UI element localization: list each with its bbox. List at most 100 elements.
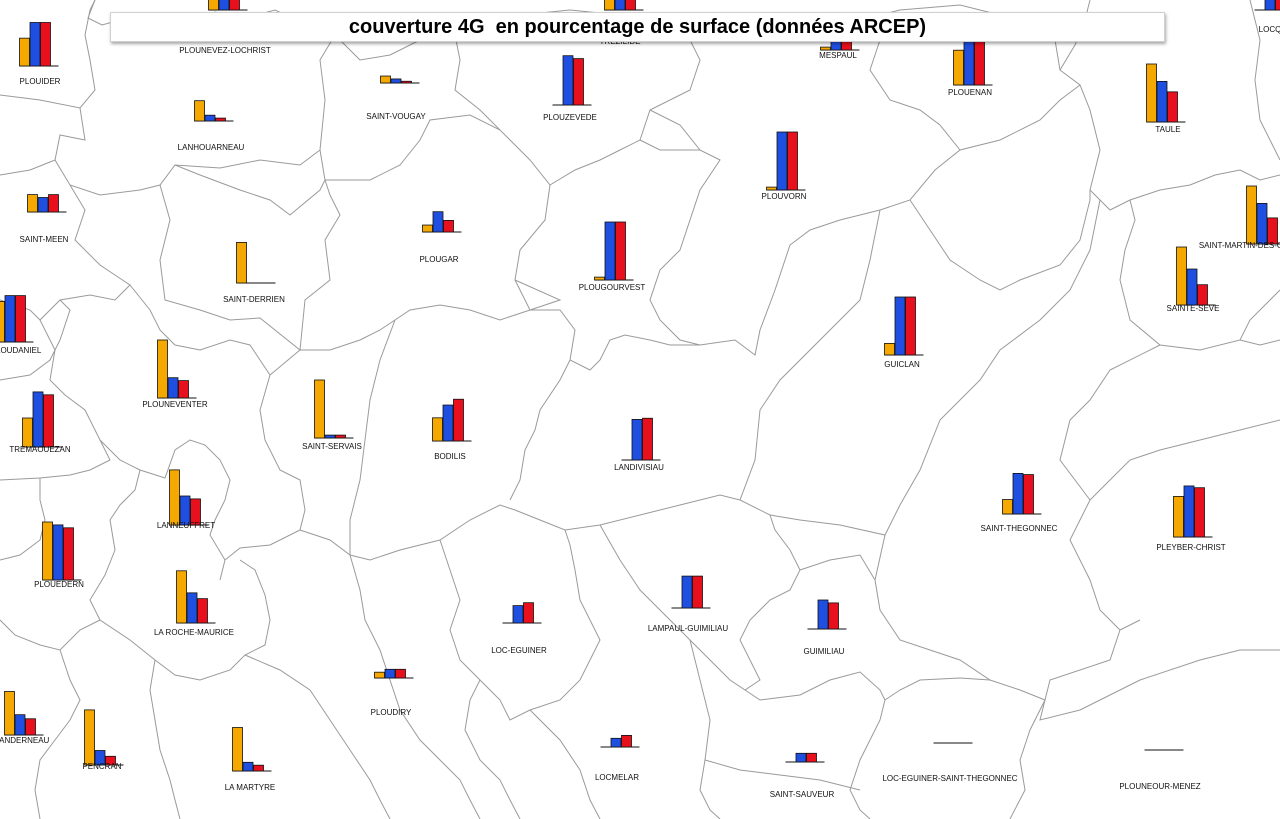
coverage-bar-operator-2 [94, 750, 106, 766]
map-title: couverture 4G en pourcentage de surface … [348, 15, 927, 38]
commune-label: PLOUIDER [20, 77, 61, 86]
commune-chart: SAINT-THEGONNEC [981, 472, 1058, 533]
coverage-bar-operator-1 [22, 417, 33, 448]
commune-chart: TREMAOUEZAN [9, 391, 71, 454]
coverage-bar-operator-1 [27, 194, 38, 213]
coverage-bar-operator-3 [229, 0, 240, 11]
coverage-bar-operator-3 [197, 598, 208, 624]
coverage-bar-operator-3 [787, 131, 798, 191]
coverage-bar-operator-1 [84, 709, 95, 766]
commune-label: LANDERNEAU [0, 736, 50, 745]
coverage-bar-operator-1 [194, 100, 205, 122]
coverage-bar-operator-3 [395, 668, 406, 679]
commune-label: PLOUDANIEL [0, 346, 42, 355]
commune-label: SAINT-SERVAIS [302, 442, 362, 451]
coverage-bar-operator-2 [610, 737, 622, 748]
coverage-bar-operator-1 [232, 727, 243, 772]
commune-chart: PENCRAN [82, 709, 124, 771]
coverage-bar-operator-2 [562, 55, 574, 106]
coverage-bar-operator-2 [179, 495, 191, 526]
commune-chart: PLOUVORN [762, 131, 807, 201]
commune-chart: PLOUENAN [948, 38, 993, 97]
commune-label: PLOUEDERN [34, 580, 84, 589]
commune-chart: PLOUNEOUR-MENEZ [1119, 749, 1201, 791]
coverage-bar-operator-3 [215, 117, 226, 122]
commune-label: SAINT-DERRIEN [223, 295, 285, 304]
coverage-bar-operator-3 [625, 0, 636, 11]
commune-chart: LANHOUARNEAU [178, 100, 245, 152]
coverage-bar-operator-2 [604, 221, 616, 281]
commune-chart: PLOUEDERN [34, 521, 84, 589]
commune-label: SAINTE-SEVE [1167, 304, 1220, 313]
coverage-bar-operator-1 [42, 521, 53, 581]
coverage-bar-operator-3 [692, 575, 703, 609]
coverage-bar-operator-1 [208, 0, 219, 11]
commune-label: LA MARTYRE [225, 783, 276, 792]
commune-chart: SAINTE-SEVE [1167, 246, 1220, 313]
commune-label: LOC-EGUINER [491, 646, 547, 655]
coverage-bar-operator-3 [1194, 487, 1205, 538]
commune-chart: GUICLAN [884, 296, 924, 369]
coverage-bar-operator-3 [974, 38, 985, 86]
coverage-bar-operator-2 [242, 761, 254, 772]
coverage-bar-operator-1 [594, 276, 605, 281]
coverage-bar-operator-2 [442, 404, 454, 442]
commune-label: TREMAOUEZAN [9, 445, 71, 454]
coverage-bar-operator-2 [324, 434, 336, 439]
commune-label: LANDIVISIAU [614, 463, 664, 472]
coverage-bar-operator-2 [1156, 81, 1168, 123]
commune-chart: SAINT-VOUGAY [366, 75, 426, 121]
coverage-bar-operator-2 [631, 418, 643, 461]
commune-label: LANNEUFFRET [157, 521, 215, 530]
coverage-bar-operator-3 [63, 527, 74, 581]
coverage-bar-operator-3 [1023, 474, 1034, 515]
commune-chart: LOCQ [1254, 0, 1280, 34]
coverage-bar-operator-1 [176, 570, 187, 624]
map-title-box: couverture 4G en pourcentage de surface … [110, 12, 1165, 42]
coverage-bar-operator-3 [1275, 0, 1280, 11]
coverage-bar-operator-3 [1197, 284, 1208, 306]
commune-chart: LOC-EGUINER-SAINT-THEGONNEC [882, 742, 1018, 783]
coverage-bar-operator-1 [884, 342, 895, 356]
commune-label: SAINT-SAUVEUR [770, 790, 835, 799]
coverage-bar-operator-2 [186, 592, 198, 624]
coverage-bar-operator-1 [169, 469, 180, 526]
coverage-bar-operator-1 [1176, 246, 1187, 306]
coverage-bar-operator-1 [432, 417, 443, 442]
commune-chart: LOC-EGUINER [491, 602, 547, 655]
coverage-bar-operator-3 [1267, 217, 1278, 245]
commune-chart: TAULE [1146, 63, 1186, 134]
coverage-bar-operator-1 [236, 241, 247, 284]
coverage-bar-operator-2 [52, 524, 64, 581]
coverage-bar-operator-1 [1173, 495, 1184, 538]
coverage-bar-operator-1 [1146, 63, 1157, 123]
coverage-bar-operator-1 [604, 0, 615, 11]
commune-chart: LA ROCHE-MAURICE [154, 570, 234, 637]
commune-chart: LOCMELAR [595, 735, 640, 782]
coverage-bar-operator-3 [905, 296, 916, 356]
commune-label: PLOUNEOUR-MENEZ [1119, 782, 1200, 791]
coverage-bar-operator-2 [390, 78, 402, 84]
coverage-bar-operator-2 [1256, 202, 1268, 245]
coverage-bar-operator-3 [806, 752, 817, 763]
commune-label: LAMPAUL-GUIMILIAU [648, 624, 729, 633]
commune-chart: LAMPAUL-GUIMILIAU [648, 575, 729, 633]
coverage-bar-operator-2 [894, 296, 906, 356]
commune-label: PLOUZEVEDE [543, 113, 597, 122]
coverage-bar-operator-3 [43, 394, 54, 448]
coverage-bar-operator-3 [40, 22, 51, 67]
coverage-bar-operator-2 [432, 211, 444, 233]
coverage-bar-operator-3 [615, 221, 626, 281]
coverage-bar-operator-2 [4, 295, 16, 343]
commune-label: PLOUDIRY [371, 708, 412, 717]
coverage-bar-operator-2 [32, 391, 44, 448]
commune-label: SAINT-VOUGAY [366, 112, 426, 121]
commune-chart: LA MARTYRE [225, 727, 276, 792]
coverage-bar-operator-3 [453, 398, 464, 442]
commune-label: TAULE [1155, 125, 1180, 134]
coverage-bar-operator-1 [374, 671, 385, 679]
commune-chart: PLOUDANIEL [0, 295, 42, 355]
commune-chart: LANDERNEAU [0, 691, 50, 745]
